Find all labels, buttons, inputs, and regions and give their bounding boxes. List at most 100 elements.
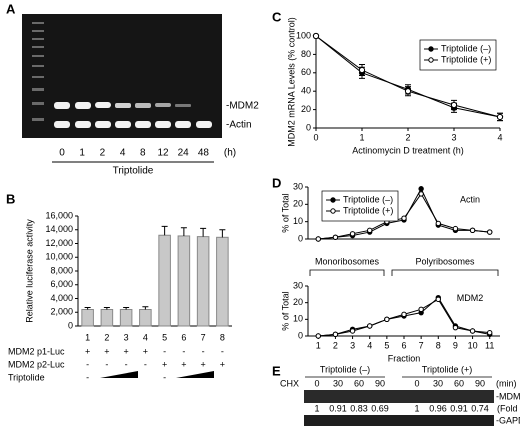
legend-label: Triptolide (+)	[343, 205, 393, 215]
region-label: Polyribosomes	[415, 256, 475, 266]
x-tick-label: 5	[162, 332, 167, 342]
error-bar	[103, 306, 110, 310]
marker	[332, 331, 339, 338]
y-tick-label: 80	[301, 49, 311, 59]
time-label: 30	[433, 378, 443, 388]
marker	[487, 229, 493, 235]
x-tick-label: 6	[181, 332, 186, 342]
lane-label: 0	[59, 148, 65, 159]
x-tick-label: 5	[384, 340, 389, 350]
x-tick-label: 3	[451, 132, 456, 142]
annotation: MDM2	[457, 293, 484, 303]
y-tick-label: 10	[293, 314, 303, 324]
row-value: -	[163, 346, 166, 356]
annotation: Actin	[460, 194, 480, 204]
y-tick-label: 0	[306, 122, 311, 132]
time-label: 90	[475, 378, 485, 388]
fold-change: 0.69	[371, 403, 389, 413]
row-value: +	[123, 346, 128, 356]
x-tick-label: 7	[201, 332, 206, 342]
error-bar	[200, 227, 207, 237]
marker	[435, 296, 441, 303]
y-tick-label: 10,000	[45, 252, 73, 262]
marker	[384, 316, 390, 323]
lane-label: 12	[157, 148, 169, 159]
panel-label: B	[6, 191, 15, 206]
row-value: +	[85, 346, 90, 356]
region-label: Monoribosomes	[315, 256, 380, 266]
x-tick-label: 2	[104, 332, 109, 342]
error-bar	[123, 306, 130, 310]
y-tick-label: 16,000	[45, 210, 73, 220]
time-label: 0	[314, 378, 319, 388]
x-tick-label: 1	[316, 340, 321, 350]
marker	[418, 306, 424, 313]
x-tick-label: 3	[350, 340, 355, 350]
x-tick-label: 1	[85, 332, 90, 342]
y-axis-label: MDM2 mRNA Levels (% control)	[286, 17, 296, 147]
row-label: MDM2 p2-Luc	[8, 359, 65, 369]
lane-label: 1	[79, 148, 85, 159]
marker	[332, 234, 339, 240]
legend-box	[419, 39, 497, 71]
y-tick-label: 10	[293, 216, 303, 226]
x-tick-label: 6	[401, 340, 406, 350]
row-label: Triptolide	[8, 372, 45, 382]
legend-marker	[428, 46, 434, 52]
fold-change: 0.91	[450, 403, 468, 413]
row-value: -	[144, 359, 147, 369]
row-value: +	[220, 359, 225, 369]
y-tick-label: 4,000	[50, 293, 73, 303]
marker	[358, 66, 366, 74]
x-tick-label: 4	[143, 332, 148, 342]
marker	[349, 328, 356, 334]
row-value: -	[163, 372, 166, 382]
row-value: -	[221, 346, 224, 356]
marker	[452, 225, 459, 232]
x-tick-label: 2	[405, 132, 410, 142]
y-tick-label: 0	[298, 233, 303, 243]
y-tick-label: 100	[296, 30, 311, 40]
bar	[100, 309, 114, 327]
error-bar	[180, 227, 187, 236]
x-tick-label: 10	[468, 340, 478, 350]
marker	[315, 333, 321, 339]
y-axis-label: Relative luciferase activity	[24, 219, 34, 323]
y-tick-label: 40	[301, 86, 311, 96]
error-bar	[219, 229, 226, 238]
y-tick-label: 2,000	[50, 307, 73, 317]
marker	[418, 186, 424, 192]
row-value: -	[182, 346, 185, 356]
marker	[401, 311, 407, 318]
time-label: 60	[454, 378, 464, 388]
marker	[450, 101, 458, 109]
fold-change: 0.74	[471, 403, 489, 413]
y-tick-label: 20	[293, 297, 303, 307]
time-label: 90	[375, 378, 385, 388]
x-axis-label: Actinomycin D treatment (h)	[352, 145, 464, 155]
blot-image	[304, 390, 494, 426]
y-tick-label: 12,000	[45, 238, 73, 248]
legend-marker	[428, 57, 434, 63]
y-tick-label: 30	[293, 181, 303, 191]
marker	[401, 215, 407, 221]
row-value: +	[200, 359, 205, 369]
marker	[452, 324, 459, 331]
lane-label: 2	[100, 148, 106, 159]
marker	[349, 231, 356, 237]
legend-label: Triptolide (–)	[343, 194, 393, 204]
marker	[496, 113, 504, 121]
x-tick-label: 9	[453, 340, 458, 350]
group-label: Triptolide (–)	[320, 364, 370, 374]
marker	[418, 191, 424, 197]
x-tick-label: 11	[485, 340, 494, 350]
panel-label: D	[272, 175, 281, 190]
dose-wedge	[100, 371, 138, 378]
row-value: +	[181, 359, 186, 369]
error-bar	[84, 306, 91, 310]
fold-change: 1	[314, 403, 319, 413]
legend-label: Triptolide (–)	[441, 43, 491, 53]
bar	[158, 234, 171, 327]
lane-label: 24	[178, 148, 190, 159]
